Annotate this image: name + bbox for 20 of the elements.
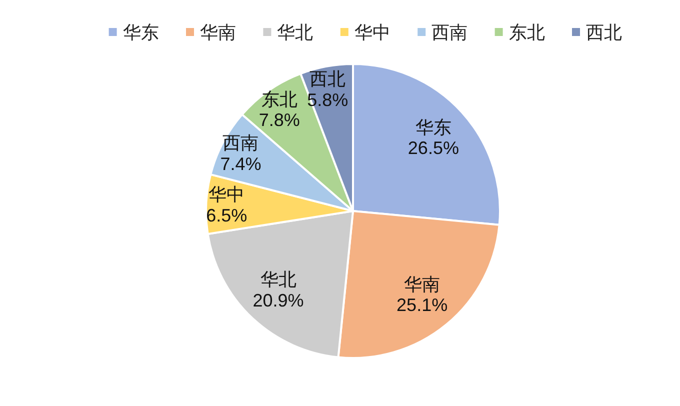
slice-label: 西南 — [222, 133, 259, 154]
legend-label: 华南 — [200, 22, 236, 42]
data-label: 7.8% — [258, 110, 300, 130]
legend-label: 华中 — [354, 22, 390, 42]
data-label: 6.5% — [206, 205, 248, 226]
slice-label: 华南 — [404, 274, 440, 295]
legend-label: 西南 — [432, 22, 468, 42]
legend-label: 华北 — [277, 22, 314, 42]
legend-label: 西北 — [586, 22, 622, 42]
slice-label: 华东 — [415, 117, 452, 138]
legend-label: 华东 — [122, 22, 159, 42]
legend-label: 东北 — [508, 22, 545, 42]
data-label: 26.5% — [408, 138, 459, 158]
slice-label: 西北 — [310, 69, 346, 90]
slice-label: 东北 — [261, 89, 298, 110]
slice-label: 华中 — [208, 184, 245, 205]
data-label: 25.1% — [396, 295, 448, 316]
slice-label: 华北 — [260, 270, 296, 290]
data-label: 20.9% — [252, 290, 304, 310]
data-label: 7.4% — [220, 154, 262, 174]
